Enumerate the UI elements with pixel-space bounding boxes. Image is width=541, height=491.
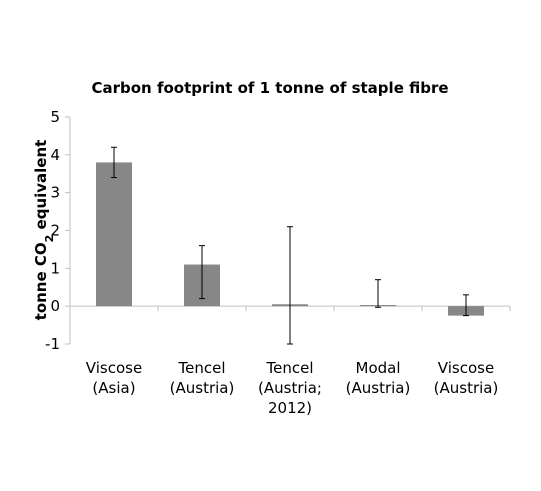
bar [96, 162, 132, 307]
error-bars [111, 146, 469, 345]
y-tick-label: 3 [50, 184, 60, 202]
y-tick-label: 1 [50, 259, 60, 277]
x-tick-label-line: Tencel [266, 359, 314, 377]
x-tick-label-line: (Austria) [434, 379, 499, 397]
x-tick-label: Tencel (Austria; 2012) [258, 359, 322, 417]
y-axis-label: tonne CO2 equivalent [32, 140, 56, 321]
y-axis-label-subscript: 2 [43, 235, 56, 243]
y-tick-label: 5 [50, 108, 60, 126]
y-tick-label: -1 [45, 335, 60, 353]
x-tick-label-line: (Austria) [170, 379, 235, 397]
x-tick-label: Tencel (Austria) [170, 359, 235, 397]
x-tick-label-line: 2012) [268, 399, 312, 417]
y-tick-label: 2 [50, 222, 60, 240]
x-tick-label-line: (Asia) [92, 379, 135, 397]
x-tick-label-line: Viscose [86, 359, 142, 377]
y-tick-labels: -1 0 1 2 3 4 5 [45, 108, 60, 353]
y-axis-label-main: tonne CO [32, 242, 50, 320]
x-tick-label-line: Modal [356, 359, 401, 377]
x-tick-label-line: Tencel [178, 359, 226, 377]
x-tick-label: Modal (Austria) [346, 359, 411, 397]
y-tick-label: 0 [50, 297, 60, 315]
y-axis-label-rest: equivalent [32, 140, 50, 235]
chart-title: Carbon footprint of 1 tonne of staple fi… [91, 79, 448, 97]
x-tick-labels: Viscose (Asia) Tencel (Austria) Tencel (Austr… [86, 359, 499, 417]
x-tick-label-line: (Austria; [258, 379, 322, 397]
x-tick-label: Viscose (Austria) [434, 359, 499, 397]
x-tick-label-line: Viscose [438, 359, 494, 377]
x-tick-label-line: (Austria) [346, 379, 411, 397]
y-tick-label: 4 [50, 146, 60, 164]
x-tick-label: Viscose (Asia) [86, 359, 142, 397]
